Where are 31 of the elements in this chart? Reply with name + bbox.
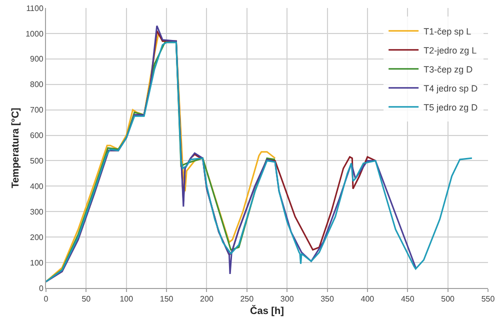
x-tick-label: 500 [441, 294, 456, 304]
y-tick-label: 600 [30, 131, 44, 140]
y-tick-label: 1100 [26, 4, 44, 13]
x-tick-label: 250 [240, 294, 254, 304]
y-tick-label: 700 [30, 106, 44, 115]
x-tick-label: 350 [320, 294, 334, 304]
x-tick-label: 450 [400, 294, 415, 304]
y-tick-label: 200 [30, 232, 44, 242]
y-tick-label: 900 [30, 54, 44, 64]
x-tick-label: 50 [82, 294, 92, 304]
legend-label: T2-jedro zg L [424, 45, 477, 56]
x-tick-label: 200 [200, 294, 214, 304]
y-tick-label: 800 [30, 80, 44, 90]
y-tick-label: 100 [30, 258, 44, 268]
legend-label: T1-čep sp L [424, 26, 472, 36]
y-tick-label: 400 [30, 182, 44, 191]
line-series [46, 42, 473, 282]
x-tick-label: 100 [120, 294, 134, 304]
legend-label: T4 jedro sp D [424, 83, 478, 94]
x-tick-label: 300 [280, 294, 294, 304]
y-tick-label: 500 [30, 156, 44, 166]
x-tick-label: 550 [481, 294, 496, 304]
x-tick-label: 400 [360, 294, 375, 304]
legend-label: T3-čep zg D [424, 64, 474, 74]
x-axis-title: Čas [h] [250, 305, 284, 318]
x-tick-label: 150 [160, 294, 174, 304]
legend-label: T5 jedro zg D [424, 102, 478, 112]
y-tick-label: 300 [30, 207, 44, 216]
y-tick-label: 0 [38, 284, 44, 293]
y-axis-title: Temperatura [°C] [10, 108, 22, 188]
y-tick-label: 1000 [26, 29, 44, 38]
